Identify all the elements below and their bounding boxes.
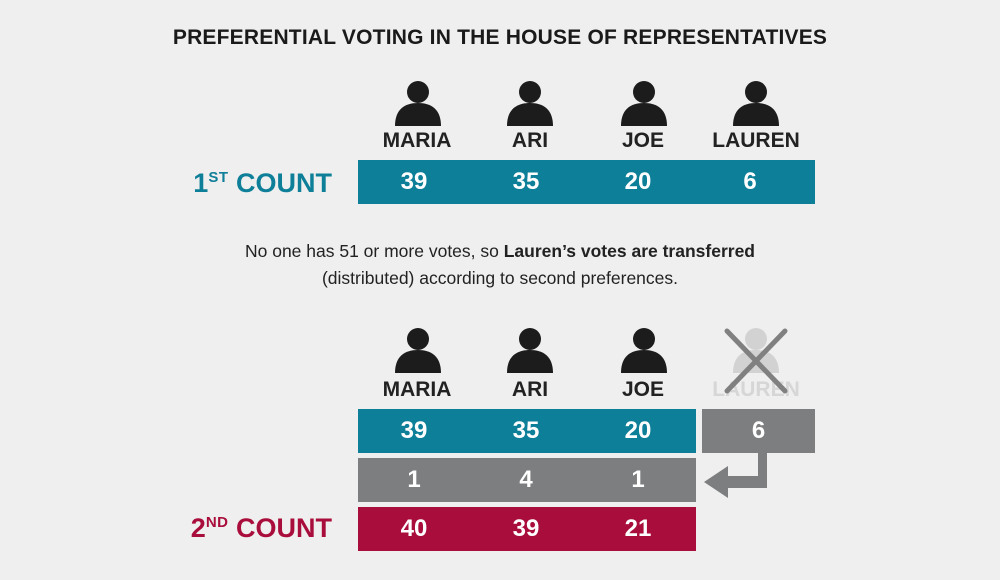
- explanation-note: No one has 51 or more votes, so Lauren’s…: [0, 238, 1000, 292]
- vote-cell: 20: [624, 168, 652, 195]
- candidate-name: MARIA: [382, 378, 452, 401]
- vote-cell: 35: [512, 168, 540, 195]
- person-icon: [393, 76, 443, 126]
- person-icon: [619, 76, 669, 126]
- excluded-votes-bar: 6: [702, 409, 815, 453]
- second-count-label: 2ND COUNT: [190, 513, 332, 543]
- vote-cell: 1: [631, 466, 645, 493]
- transferred-votes-bar: 1 4 1: [358, 458, 696, 502]
- vote-cell: 6: [751, 417, 766, 444]
- vote-cell: 39: [400, 417, 428, 444]
- person-icon: [505, 76, 555, 126]
- vote-cell: 4: [519, 466, 533, 493]
- candidate-name: ARI: [511, 378, 549, 401]
- page-title: PREFERENTIAL VOTING IN THE HOUSE OF REPR…: [172, 26, 828, 49]
- person-icon: [393, 323, 443, 373]
- vote-cell: 39: [400, 168, 428, 195]
- candidate-name: MARIA: [382, 129, 452, 152]
- vote-cell: 20: [624, 417, 652, 444]
- vote-cell: 40: [400, 515, 428, 542]
- note-emphasis: Lauren’s votes are transferred: [503, 241, 755, 261]
- vote-cell: 39: [512, 515, 540, 542]
- vote-cell: 1: [407, 466, 421, 493]
- transfer-arrow-icon: [700, 452, 770, 500]
- first-count-bar: 39 35 20 6: [358, 160, 815, 204]
- person-icon: [505, 323, 555, 373]
- vote-cell: 35: [512, 417, 540, 444]
- previous-votes-bar: 39 35 20: [358, 409, 696, 453]
- person-icon: [731, 76, 781, 126]
- note-text: (distributed) according to second prefer…: [321, 268, 679, 288]
- person-icon: [619, 323, 669, 373]
- first-count-label: 1ST COUNT: [193, 168, 332, 198]
- note-text: No one has 51 or more votes, so: [244, 241, 504, 261]
- candidate-name: JOE: [621, 129, 665, 152]
- candidate-name: ARI: [511, 129, 549, 152]
- vote-cell: 21: [624, 515, 652, 542]
- excluded-cross-icon: [722, 326, 790, 396]
- candidate-name: LAUREN: [712, 129, 800, 152]
- second-count-bar: 40 39 21: [358, 507, 696, 551]
- candidate-name: JOE: [621, 378, 665, 401]
- vote-cell: 6: [743, 168, 757, 195]
